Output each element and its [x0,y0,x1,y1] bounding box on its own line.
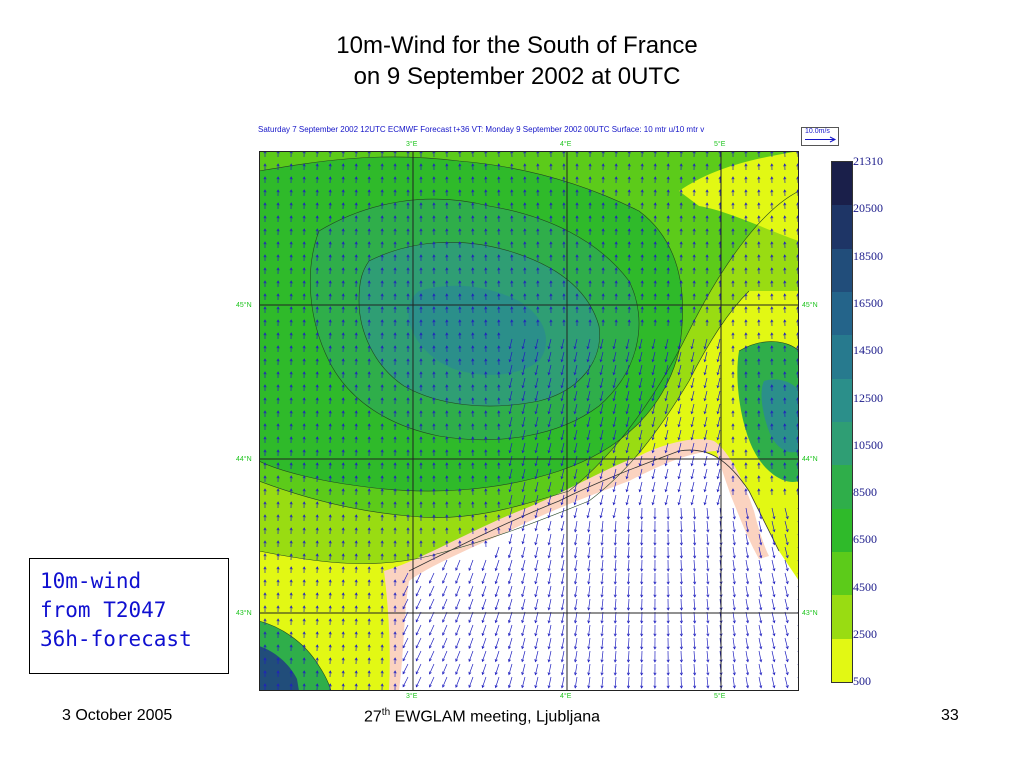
footer-event: 27th EWGLAM meeting, Ljubljana [364,707,600,726]
colorbar-label: 4500 [853,579,877,594]
wind-arrows [263,151,799,691]
wind-map-canvas [259,151,799,691]
colorbar-segment [832,205,852,249]
terrain-band-lightest-east [679,151,799,241]
colorbar-segment [832,595,852,639]
colorbar-segment [832,465,852,509]
lon-label-bottom-3e: 3°E [406,693,418,700]
reference-vector-label: 10.0m/s [805,128,830,135]
footer-page-number: 33 [941,707,959,724]
lon-label-top-5e: 5°E [714,141,726,148]
colorbar-label: 16500 [853,295,883,310]
footer-event-number: 27 [364,708,382,726]
slide-title: 10m-Wind for the South of France on 9 Se… [0,30,1024,92]
colorbar-label: 2500 [853,627,877,641]
lat-label-left-43n: 43°N [236,610,252,617]
colorbar-segment [832,551,852,596]
lat-label-left-44n: 44°N [236,456,252,463]
lat-label-left-45n: 45°N [236,302,252,309]
map-header: Saturday 7 September 2002 12UTC ECMWF Fo… [258,125,705,134]
pyrenees-core [259,646,299,691]
reference-vector-box: 10.0m/s [801,127,839,146]
lat-label-right-44n: 44°N [802,456,818,463]
lon-label-top-4e: 4°E [560,141,572,148]
colorbar-segment [832,638,852,682]
colorbar-label: 10500 [853,437,883,452]
reference-arrow-icon [805,136,837,143]
colorbar-segment [832,248,852,292]
footer-date: 3 October 2005 [62,707,173,724]
colorbar-label: 8500 [853,485,877,500]
colorbar-label: 21310 [853,154,883,168]
colorbar-label: 12500 [853,390,883,405]
lat-lon-grid [259,151,799,691]
colorbar-segment [832,378,852,422]
callout-line-2: from T2047 [40,598,167,622]
colorbar-label: 20500 [853,201,883,216]
lon-label-bottom-5e: 5°E [714,693,726,700]
title-line-1: 10m-Wind for the South of France [336,32,698,59]
callout-line-1: 10m-wind [40,569,142,593]
colorbar-segment [832,508,852,552]
altitude-colorbar [831,161,853,683]
colorbar-label: 18500 [853,248,883,263]
colorbar-segment [832,421,852,466]
lat-label-right-45n: 45°N [802,302,818,309]
colorbar-segment [832,335,852,379]
lon-label-bottom-4e: 4°E [560,693,572,700]
colorbar-segment [832,162,852,206]
callout-line-3: 36h-forecast [40,627,192,651]
sea [399,450,799,691]
lon-label-top-3e: 3°E [406,141,418,148]
footer-event-name: EWGLAM meeting, Ljubljana [390,708,601,726]
colorbar-label: 500 [853,674,871,689]
colorbar-label: 14500 [853,343,883,358]
title-line-2: on 9 September 2002 at 0UTC [353,63,681,90]
callout-box: 10m-wind from T2047 36h-forecast [29,558,229,674]
colorbar-label: 6500 [853,532,877,547]
lat-label-right-43n: 43°N [802,610,818,617]
colorbar-segment [832,291,852,336]
coastal-strip-east [714,441,769,559]
alps-east-core [761,379,799,453]
wind-map [259,151,799,691]
footer-event-suffix: th [381,707,391,718]
